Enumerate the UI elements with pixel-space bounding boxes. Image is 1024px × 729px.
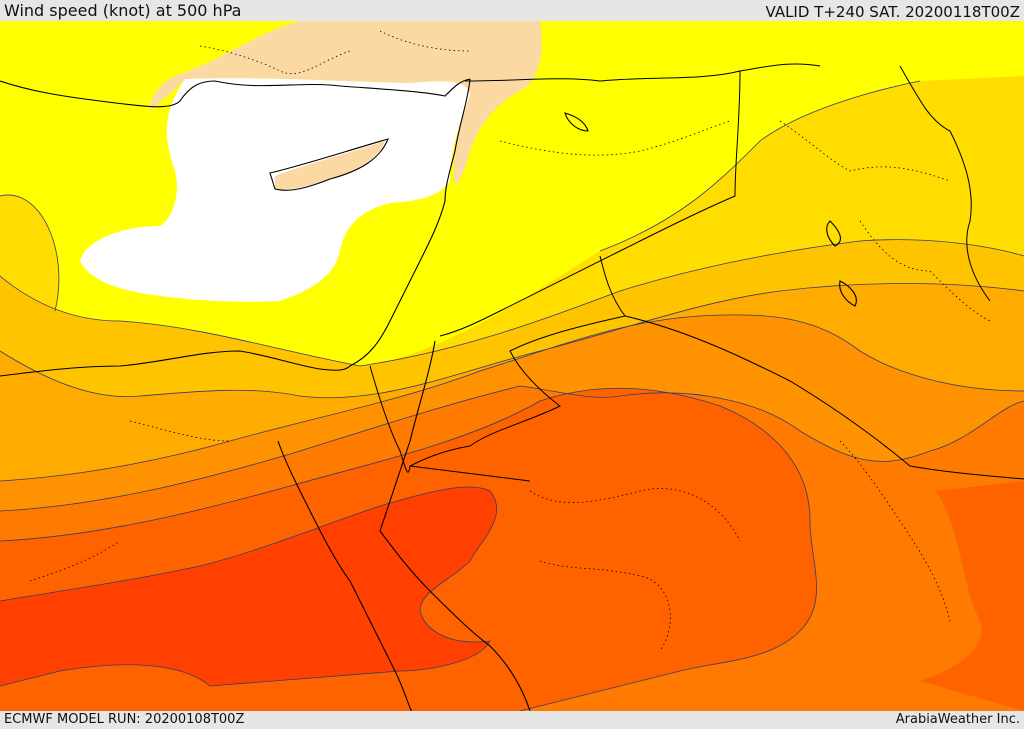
wind-speed-bands bbox=[0, 21, 1024, 711]
admin-boundary bbox=[539, 560, 671, 652]
country-border bbox=[624, 315, 1024, 480]
band-calm-white bbox=[80, 78, 470, 302]
country-border bbox=[899, 65, 991, 302]
admin-boundary bbox=[839, 440, 951, 622]
coastline bbox=[349, 78, 471, 367]
country-border bbox=[369, 365, 411, 473]
country-border bbox=[409, 465, 531, 482]
province-lines bbox=[29, 30, 991, 652]
country-border bbox=[439, 70, 741, 337]
admin-boundary bbox=[779, 120, 951, 182]
admin-boundary bbox=[29, 540, 121, 582]
admin-boundary bbox=[529, 488, 741, 542]
footer-bar: ECMWF MODEL RUN: 20200108T00Z ArabiaWeat… bbox=[0, 711, 1024, 729]
contour-line bbox=[599, 80, 921, 252]
coastline bbox=[269, 138, 389, 191]
coastline bbox=[277, 440, 413, 711]
contour-line bbox=[0, 314, 1024, 482]
credit-text: ArabiaWeather Inc. bbox=[895, 712, 1020, 727]
contour-line bbox=[0, 194, 60, 312]
coastline bbox=[826, 220, 841, 247]
country-border bbox=[409, 255, 626, 467]
contour-line bbox=[0, 387, 817, 711]
contour-line bbox=[0, 239, 1024, 367]
band-deep-red-orange bbox=[0, 486, 497, 686]
coastline bbox=[0, 350, 351, 377]
coastlines bbox=[0, 78, 857, 711]
model-run: ECMWF MODEL RUN: 20200108T00Z bbox=[4, 712, 245, 727]
header-bar: Wind speed (knot) at 500 hPa VALID T+240… bbox=[0, 0, 1024, 21]
admin-boundary bbox=[379, 30, 471, 52]
band-light-peach bbox=[150, 21, 542, 190]
valid-time: VALID T+240 SAT. 20200118T00Z bbox=[765, 3, 1020, 21]
coastline bbox=[564, 112, 589, 132]
coastline bbox=[0, 78, 471, 108]
country-border bbox=[464, 63, 821, 82]
borders bbox=[369, 63, 1024, 482]
contour-line bbox=[0, 385, 1024, 512]
coastline bbox=[379, 340, 531, 711]
wind-speed-map[interactable] bbox=[0, 21, 1024, 711]
admin-boundary bbox=[499, 120, 731, 156]
contour-lines bbox=[0, 80, 1024, 711]
contour-line bbox=[0, 283, 1024, 399]
admin-boundary bbox=[199, 45, 351, 75]
map-title: Wind speed (knot) at 500 hPa bbox=[4, 1, 242, 20]
contour-line bbox=[0, 486, 497, 687]
admin-boundary bbox=[129, 420, 231, 442]
coastline bbox=[839, 280, 857, 307]
